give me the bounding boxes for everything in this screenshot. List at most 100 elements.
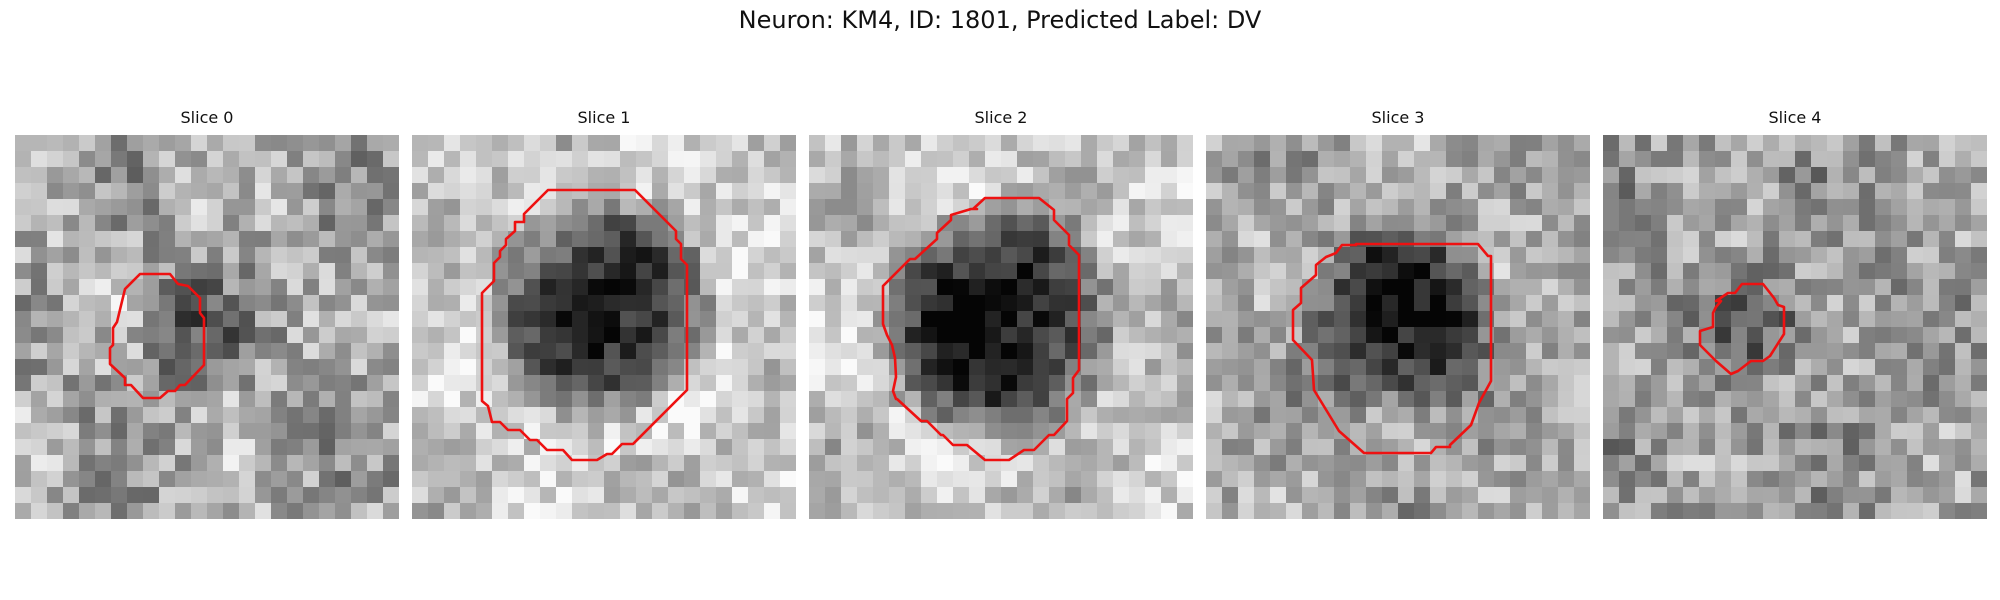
image-pixel: [889, 503, 906, 519]
image-pixel: [1827, 359, 1844, 376]
image-pixel: [524, 503, 541, 519]
image-pixel: [1334, 199, 1351, 216]
image-pixel: [1763, 455, 1780, 472]
image-pixel: [143, 215, 160, 232]
image-pixel: [620, 359, 637, 376]
image-pixel: [841, 263, 858, 280]
image-pixel: [1875, 503, 1892, 519]
image-pixel: [1206, 311, 1223, 328]
image-pixel: [239, 407, 256, 424]
image-pixel: [335, 487, 352, 504]
image-pixel: [1955, 199, 1972, 216]
image-pixel: [1430, 327, 1447, 344]
image-pixel: [255, 487, 272, 504]
image-pixel: [508, 439, 525, 456]
image-pixel: [1971, 215, 1987, 232]
image-pixel: [969, 471, 986, 488]
image-pixel: [1366, 279, 1383, 296]
image-pixel: [1206, 471, 1223, 488]
image-pixel: [1494, 151, 1511, 168]
image-pixel: [1494, 311, 1511, 328]
image-pixel: [1494, 407, 1511, 424]
image-pixel: [1510, 407, 1527, 424]
image-pixel: [1081, 423, 1098, 440]
image-pixel: [1731, 151, 1748, 168]
image-pixel: [1603, 263, 1620, 280]
image-pixel: [905, 295, 922, 312]
image-pixel: [1907, 455, 1924, 472]
image-pixel: [684, 471, 701, 488]
image-pixel: [15, 487, 32, 504]
image-pixel: [1683, 295, 1700, 312]
image-pixel: [1526, 343, 1543, 360]
image-pixel: [572, 471, 589, 488]
image-pixel: [748, 279, 765, 296]
image-pixel: [921, 407, 938, 424]
image-pixel: [271, 135, 288, 152]
image-pixel: [668, 135, 685, 152]
image-pixel: [1699, 135, 1716, 152]
image-pixel: [31, 487, 48, 504]
image-pixel: [1129, 375, 1146, 392]
image-pixel: [1859, 231, 1876, 248]
image-pixel: [857, 183, 874, 200]
image-pixel: [780, 135, 796, 152]
image-pixel: [841, 151, 858, 168]
image-pixel: [1238, 391, 1255, 408]
image-pixel: [1795, 327, 1812, 344]
image-pixel: [1129, 503, 1146, 519]
image-pixel: [1398, 359, 1415, 376]
image-pixel: [319, 343, 336, 360]
image-pixel: [1334, 295, 1351, 312]
image-pixel: [255, 423, 272, 440]
image-pixel: [1222, 423, 1239, 440]
image-pixel: [1827, 279, 1844, 296]
image-pixel: [636, 183, 653, 200]
image-pixel: [271, 279, 288, 296]
image-pixel: [1747, 455, 1764, 472]
image-pixel: [1334, 183, 1351, 200]
image-pixel: [444, 455, 461, 472]
image-pixel: [652, 263, 669, 280]
image-pixel: [1222, 439, 1239, 456]
image-pixel: [351, 183, 368, 200]
image-pixel: [1510, 359, 1527, 376]
image-pixel: [1875, 359, 1892, 376]
image-pixel: [191, 215, 208, 232]
image-pixel: [79, 151, 96, 168]
image-pixel: [1827, 407, 1844, 424]
image-pixel: [873, 231, 890, 248]
image-pixel: [460, 311, 477, 328]
image-pixel: [620, 295, 637, 312]
image-pixel: [1683, 343, 1700, 360]
image-pixel: [841, 407, 858, 424]
image-pixel: [1430, 215, 1447, 232]
image-pixel: [1891, 327, 1908, 344]
image-pixel: [969, 327, 986, 344]
image-pixel: [1494, 183, 1511, 200]
image-pixel: [1651, 151, 1668, 168]
image-pixel: [1017, 327, 1034, 344]
image-pixel: [873, 391, 890, 408]
image-pixel: [1414, 167, 1431, 184]
image-pixel: [1366, 439, 1383, 456]
image-pixel: [1907, 439, 1924, 456]
image-pixel: [1699, 487, 1716, 504]
image-pixel: [207, 135, 224, 152]
image-pixel: [207, 487, 224, 504]
image-pixel: [1097, 503, 1114, 519]
image-pixel: [143, 455, 160, 472]
image-pixel: [620, 215, 637, 232]
image-pixel: [572, 199, 589, 216]
image-pixel: [1097, 167, 1114, 184]
image-pixel: [1683, 279, 1700, 296]
image-pixel: [1843, 183, 1860, 200]
image-pixel: [969, 151, 986, 168]
image-pixel: [905, 471, 922, 488]
image-pixel: [1161, 167, 1178, 184]
image-pixel: [175, 183, 192, 200]
image-pixel: [1683, 503, 1700, 519]
image-pixel: [1526, 375, 1543, 392]
image-pixel: [303, 199, 320, 216]
image-pixel: [1971, 359, 1987, 376]
